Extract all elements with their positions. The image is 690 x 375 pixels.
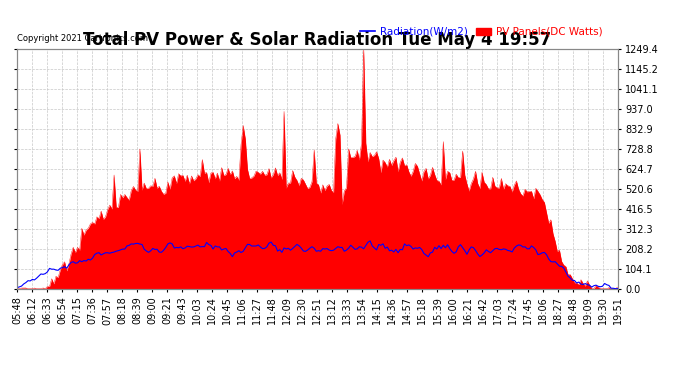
Legend: Radiation(W/m2), PV Panels(DC Watts): Radiation(W/m2), PV Panels(DC Watts) xyxy=(355,23,607,41)
Title: Total PV Power & Solar Radiation Tue May 4 19:57: Total PV Power & Solar Radiation Tue May… xyxy=(83,31,551,49)
Text: Copyright 2021 Cartronics.com: Copyright 2021 Cartronics.com xyxy=(17,34,148,44)
